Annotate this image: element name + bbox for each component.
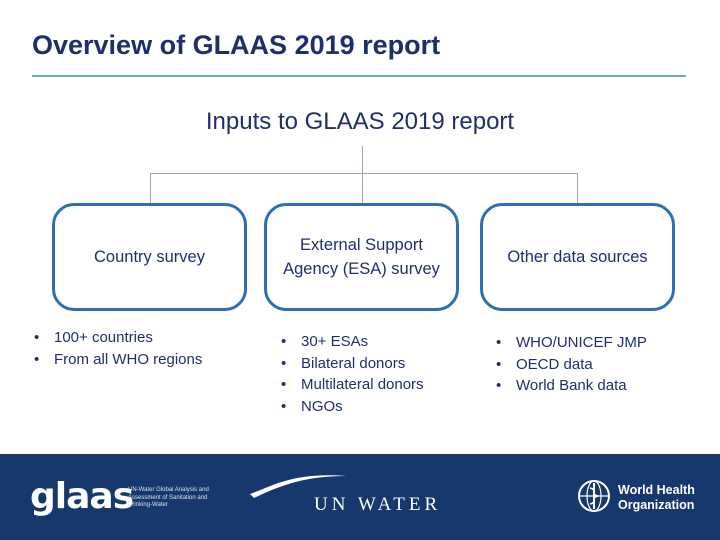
card-country-survey: Country survey [52, 203, 247, 311]
who-logo: World Health Organization [618, 483, 695, 512]
connector-trunk [362, 146, 363, 173]
card-esa-survey: External Support Agency (ESA) survey [264, 203, 459, 311]
list-item: 100+ countries [34, 327, 202, 349]
footer-banner: glaas UN-Water Global Analysis and Asses… [0, 454, 720, 540]
connector-left [150, 173, 151, 203]
unwater-logo: UN WATER [314, 494, 442, 515]
list-item: From all WHO regions [34, 349, 202, 371]
list-item: NGOs [281, 396, 424, 418]
slide-title: Overview of GLAAS 2019 report [32, 30, 441, 60]
unwater-swoosh-icon [250, 475, 346, 498]
connector-horizontal [150, 173, 578, 174]
card-other-data-sources: Other data sources [480, 203, 675, 311]
title-divider [32, 75, 686, 77]
list-item: Bilateral donors [281, 353, 424, 375]
bullets-other-data-sources: WHO/UNICEF JMP OECD data World Bank data [496, 332, 647, 397]
list-item: Multilateral donors [281, 374, 424, 396]
glaas-logo-icon: glaas [30, 476, 134, 517]
bullets-esa-survey: 30+ ESAs Bilateral donors Multilateral d… [281, 331, 424, 417]
list-item: OECD data [496, 354, 647, 376]
card-label: External Support Agency (ESA) survey [283, 236, 440, 278]
list-item: 30+ ESAs [281, 331, 424, 353]
bullets-country-survey: 100+ countries From all WHO regions [34, 327, 202, 370]
connector-right [577, 173, 578, 203]
card-label: Other data sources [507, 248, 648, 266]
connector-center [362, 173, 363, 203]
who-emblem-icon [578, 480, 610, 512]
list-item: WHO/UNICEF JMP [496, 332, 647, 354]
card-label: Country survey [94, 248, 205, 266]
glaas-description: UN-Water Global Analysis and Assessment … [128, 487, 209, 508]
diagram-root-label: Inputs to GLAAS 2019 report [205, 108, 515, 135]
list-item: World Bank data [496, 375, 647, 397]
